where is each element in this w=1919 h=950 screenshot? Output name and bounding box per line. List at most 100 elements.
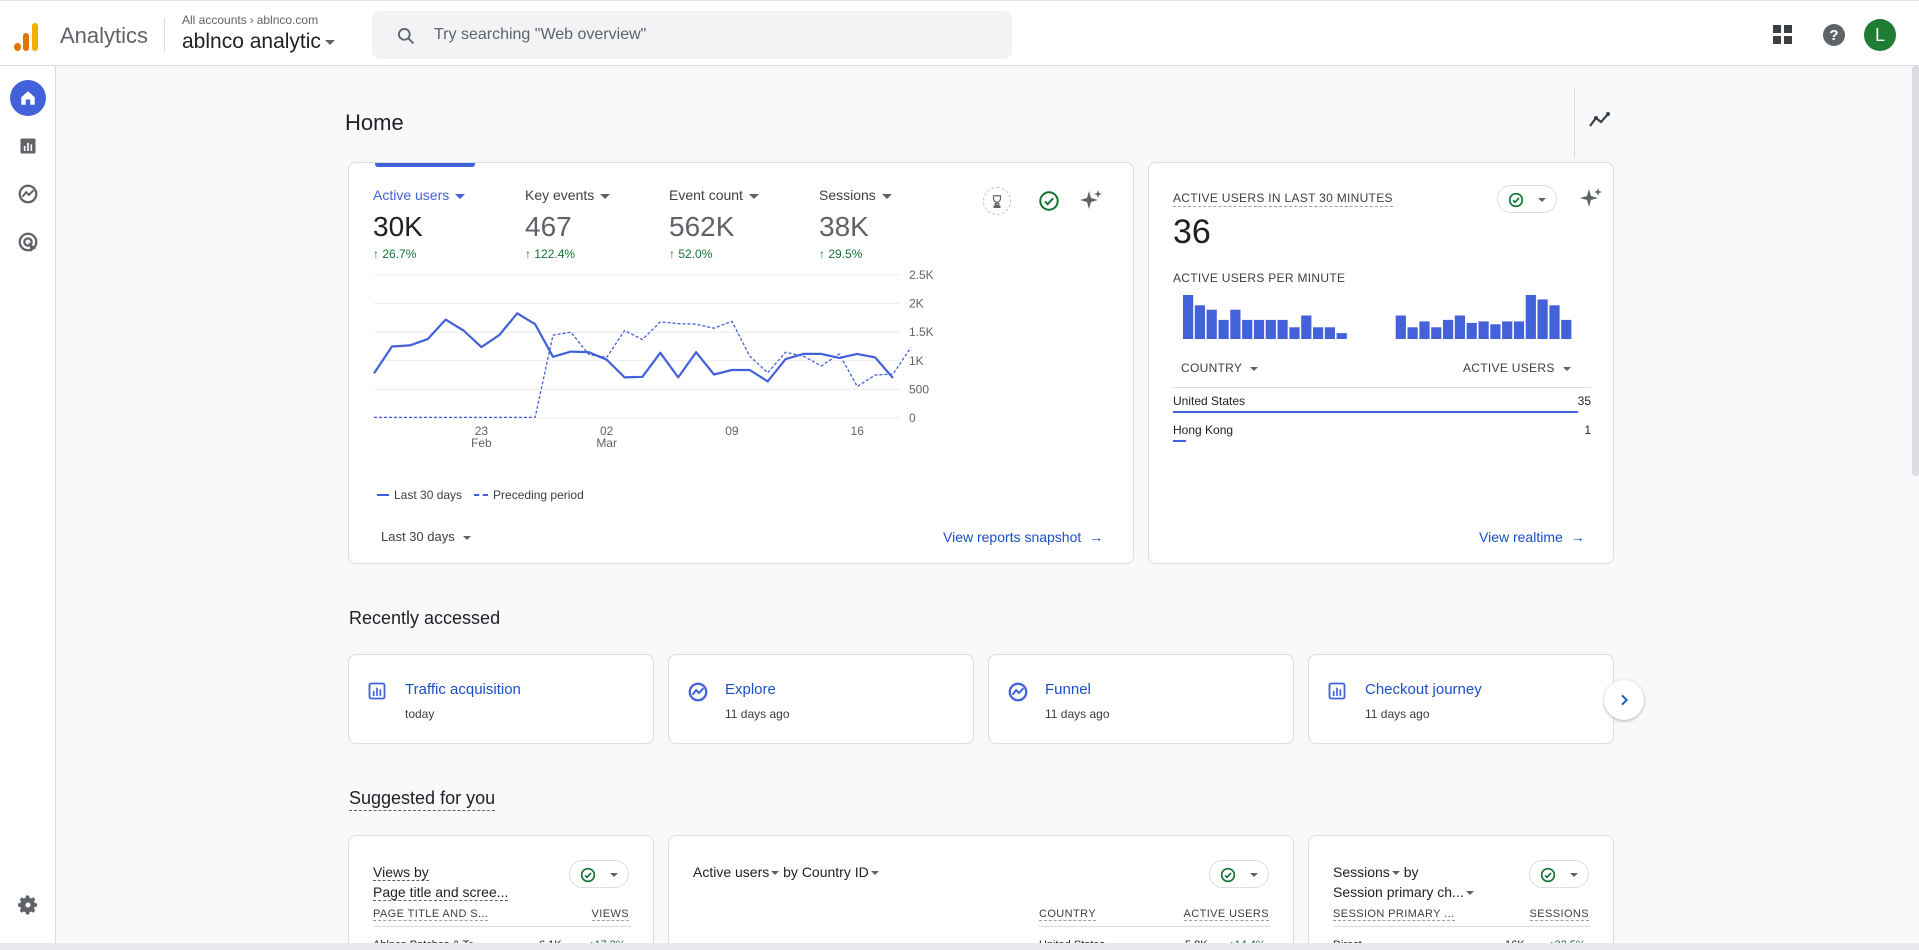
overview-card: Active users 30K ↑ 26.7% Key events 467 … [348,162,1134,564]
country-name: Hong Kong [1173,423,1234,437]
chevron-down-icon [881,193,892,199]
y-tick-label: 500 [909,382,929,396]
explore-icon [1008,682,1028,702]
card-title-metric[interactable]: Sessions [1333,864,1390,880]
analytics-logo[interactable] [14,21,40,51]
per-minute-bar [1301,315,1312,339]
column-header[interactable]: COUNTRY [1039,908,1096,921]
recent-item-traffic-acquisition[interactable]: Traffic acquisition today [348,654,654,744]
country-column-header[interactable]: COUNTRY [1181,361,1259,375]
nav-reports[interactable] [10,128,46,164]
data-quality-dropdown[interactable] [569,860,629,888]
card-title[interactable]: Views by Page title and scree... [373,862,509,902]
card-title-connector: by [1403,864,1419,880]
horizontal-scrollbar[interactable] [0,943,1919,950]
target-icon [18,232,38,253]
bar-chart-icon [20,138,36,154]
table-divider [1039,926,1271,927]
card-title[interactable]: Active users by Country ID [693,862,879,882]
per-minute-bar [1478,321,1489,339]
active-users-column-header[interactable]: ACTIVE USERS [1463,361,1571,375]
view-realtime-link[interactable]: View realtime → [1479,529,1585,545]
column-header[interactable]: VIEWS [591,908,629,921]
suggested-card-active-users[interactable]: Active users by Country ID COUNTRY ACTIV… [668,835,1294,950]
insights-icon[interactable] [1588,110,1612,130]
column-header[interactable]: SESSION PRIMARY ... [1333,908,1455,921]
compare-button[interactable] [983,187,1011,215]
recent-item-title: Explore [725,681,776,698]
gear-icon[interactable] [16,893,40,917]
per-minute-bar [1336,333,1347,339]
per-minute-bar [1525,295,1536,339]
card-title-dimension[interactable]: Page title and scree... [373,884,509,901]
recent-item-checkout-journey[interactable]: Checkout journey 11 days ago [1308,654,1614,744]
per-minute-bar [1466,322,1477,339]
per-minute-bar [1443,319,1454,339]
per-minute-bar [1324,327,1335,339]
realtime-title: ACTIVE USERS IN LAST 30 MINUTES [1173,191,1393,207]
chevron-down-icon [870,871,879,876]
y-tick-label: 1.5K [909,325,934,339]
data-quality-button[interactable] [1035,187,1063,215]
chevron-down-icon [1570,873,1578,877]
column-header[interactable]: SESSIONS [1529,908,1589,921]
card-title[interactable]: Sessions by Session primary ch... [1333,862,1474,902]
help-icon[interactable]: ? [1822,23,1846,47]
per-minute-bar [1502,321,1513,339]
data-quality-dropdown[interactable] [1529,860,1589,888]
search-bar[interactable] [372,11,1012,59]
nav-advertising[interactable] [10,224,46,260]
ai-insights-button[interactable] [1077,187,1105,215]
recent-item-time: 11 days ago [725,707,790,721]
recent-item-time: 11 days ago [1045,707,1110,721]
top-bar: Analytics All accounts › ablnco.com ablnco… [0,0,1919,66]
data-quality-dropdown[interactable] [1497,185,1557,213]
card-title-metric[interactable]: Views by [373,864,429,881]
card-title-dimension[interactable]: Session primary ch... [1333,884,1464,900]
breadcrumb[interactable]: All accounts › ablnco.com [182,13,318,27]
card-title-dimension[interactable]: by Country ID [783,864,869,880]
data-quality-dropdown[interactable] [1209,860,1269,888]
metric-sessions[interactable]: Sessions 38K ↑ 29.5% [819,187,892,261]
metric-active-users[interactable]: Active users 30K ↑ 26.7% [373,187,466,261]
home-icon [21,91,35,105]
change-value: 52.0% [678,247,713,261]
sparkle-icon[interactable] [1579,187,1603,211]
search-input[interactable] [434,21,994,49]
avatar[interactable]: L [1864,19,1896,51]
bar-chart-icon [1328,682,1346,700]
next-button[interactable] [1604,680,1644,720]
property-selector[interactable]: ablnco analytic [182,30,335,54]
card-title-metric[interactable]: Active users [693,864,770,880]
apps-grid-icon[interactable] [1773,25,1793,45]
view-reports-snapshot-link[interactable]: View reports snapshot → [943,529,1103,545]
recent-item-explore[interactable]: Explore 11 days ago [668,654,974,744]
chevron-down-icon [1250,873,1258,877]
breadcrumb-account[interactable]: ablnco.com [256,13,319,27]
per-minute-bar-chart [1183,295,1572,339]
suggested-card-sessions[interactable]: Sessions by Session primary ch... SESSION… [1308,835,1614,950]
metric-event-count[interactable]: Event count 562K ↑ 52.0% [669,187,759,261]
vertical-scrollbar[interactable] [1912,66,1919,476]
suggested-card-views[interactable]: Views by Page title and scree... PAGE TIT… [348,835,654,950]
per-minute-bar [1407,327,1418,339]
check-circle-icon [1220,867,1236,883]
chevron-down-icon [455,193,466,199]
nav-home[interactable] [10,80,46,116]
metric-change: ↑ 52.0% [669,247,713,261]
recent-item-funnel[interactable]: Funnel 11 days ago [988,654,1294,744]
svg-text:?: ? [1829,27,1838,44]
legend-previous: Preceding period [493,488,584,502]
column-header[interactable]: PAGE TITLE AND S... [373,908,489,921]
breadcrumb-all-accounts[interactable]: All accounts [182,13,247,27]
metric-key-events[interactable]: Key events 467 ↑ 122.4% [525,187,611,261]
nav-explore[interactable] [10,176,46,212]
link-label: View reports snapshot [943,529,1082,545]
metric-value: 562K [669,211,735,242]
date-range-selector[interactable]: Last 30 days [381,529,471,544]
per-minute-bar [1490,324,1501,339]
legend-current: Last 30 days [394,488,463,502]
per-minute-bar [1277,319,1288,339]
x-tick-label: 23 [475,424,489,438]
column-header[interactable]: ACTIVE USERS [1183,908,1269,921]
